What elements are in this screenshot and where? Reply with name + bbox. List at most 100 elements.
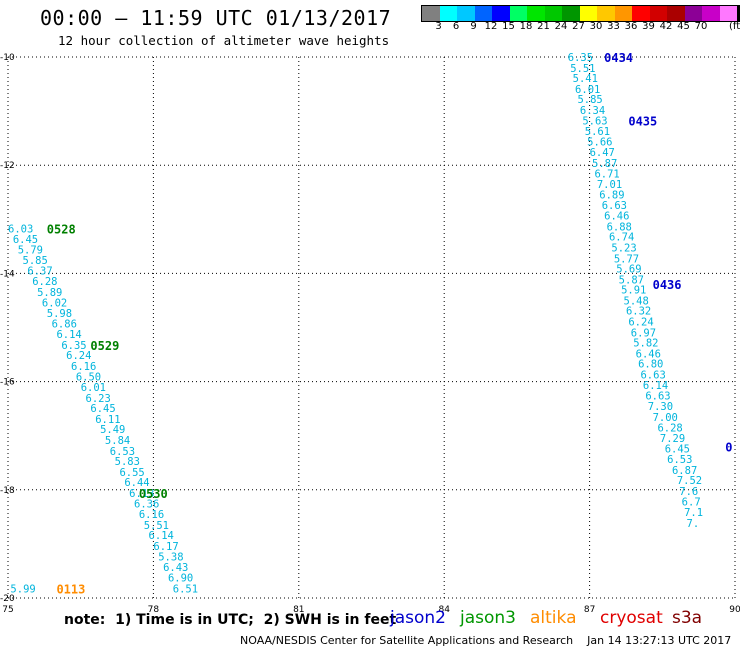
color-scale-tick-label: 18 <box>519 21 533 32</box>
wave-height-value: 5.51 <box>144 520 169 532</box>
wave-height-value: 7.30 <box>648 401 673 413</box>
color-swatch <box>649 6 667 21</box>
color-scale-bar <box>421 5 740 22</box>
wave-height-value: 5.23 <box>611 242 636 254</box>
wave-height-value: 6.14 <box>56 329 81 341</box>
pass-time-label: 0435 <box>628 114 657 128</box>
color-swatch <box>579 6 597 21</box>
wave-height-value: 6.86 <box>52 319 77 331</box>
wave-height-value: 6.44 <box>124 477 149 489</box>
wave-height-value: 6.23 <box>86 393 111 405</box>
color-swatch <box>474 6 492 21</box>
y-tick-label: -12 <box>0 161 15 171</box>
wave-height-value: 6.37 <box>27 266 52 278</box>
wave-height-value: 6.28 <box>32 276 57 288</box>
wave-height-value: 6.87 <box>672 465 697 477</box>
wave-height-value: 5.98 <box>47 308 72 320</box>
pass-time-label: 0 <box>725 441 732 455</box>
wave-height-value: 6.71 <box>594 168 619 180</box>
color-swatch <box>684 6 702 21</box>
wave-height-value: 6.63 <box>645 391 670 403</box>
wave-height-value: 5.51 <box>570 63 595 75</box>
color-scale-tick-label: 9 <box>470 21 477 32</box>
wave-height-value: 5.49 <box>100 424 125 436</box>
pass-time-label: 0436 <box>653 278 682 292</box>
wave-height-value: 6.45 <box>90 403 115 415</box>
wave-height-value: 5.38 <box>158 551 183 563</box>
wave-height-value: 7.1 <box>684 507 703 519</box>
wave-height-value: 6.13 <box>129 488 154 500</box>
wave-height-value: 6.74 <box>609 232 634 244</box>
pass-time-label: 0113 <box>56 582 85 596</box>
wave-height-value: 7.6 <box>679 486 698 498</box>
color-swatch <box>457 6 475 21</box>
x-tick-label: 87 <box>584 605 595 615</box>
color-swatch <box>667 6 685 21</box>
wave-height-value: 7.00 <box>653 412 678 424</box>
satellite-legend-cryosat: cryosat <box>600 608 663 628</box>
satellite-legend-jason2: jason2 <box>390 608 446 628</box>
y-tick-label: -10 <box>0 53 15 63</box>
color-scale-tick-label: 36 <box>624 21 638 32</box>
wave-height-value: 5.61 <box>585 126 610 138</box>
wave-height-value: 6.11 <box>95 414 120 426</box>
wave-height-value: 6.45 <box>665 444 690 456</box>
footer-note: note: 1) Time is in UTC; 2) SWH is in fe… <box>64 612 397 628</box>
color-scale-tick-label: 42 <box>659 21 673 32</box>
wave-height-value: 6.45 <box>13 234 38 246</box>
wave-height-value: 6.16 <box>71 361 96 373</box>
color-swatch <box>544 6 562 21</box>
wave-height-value: 6.7 <box>682 497 701 509</box>
wave-height-value: 5.63 <box>582 115 607 127</box>
wave-height-value: 6.24 <box>66 350 91 362</box>
pass-time-label: 0530 <box>139 487 168 501</box>
color-scale-tick-label: 39 <box>642 21 655 32</box>
chart-title: 00:00 – 11:59 UTC 01/13/2017 <box>40 6 392 30</box>
y-tick-label: -18 <box>0 486 15 496</box>
wave-height-value: 6.16 <box>139 509 164 521</box>
wave-height-value: 6.50 <box>76 372 101 384</box>
wave-height-value: 6.14 <box>643 380 668 392</box>
color-scale-tick-label: 27 <box>572 21 585 32</box>
wave-height-value: 6.63 <box>640 370 665 382</box>
color-swatch <box>702 6 720 21</box>
chart-subtitle: 12 hour collection of altimeter wave hei… <box>58 33 390 48</box>
pass-time-label: 0529 <box>90 339 119 353</box>
wave-height-value: 6.97 <box>631 327 656 339</box>
wave-height-value: 5.66 <box>587 136 612 148</box>
wave-height-value: 7. <box>687 518 700 530</box>
wave-height-value: 6.02 <box>42 298 67 310</box>
wave-height-value: 5.85 <box>577 94 602 106</box>
wave-height-value: 6.46 <box>604 211 629 223</box>
y-tick-label: -14 <box>0 269 15 279</box>
wave-height-value: 6.03 <box>8 223 33 235</box>
wave-height-value: 6.17 <box>153 541 178 553</box>
y-tick-label: -16 <box>0 378 15 388</box>
wave-height-value: 5.69 <box>616 264 641 276</box>
color-swatch <box>562 6 580 21</box>
color-swatch <box>597 6 615 21</box>
color-scale-tick-label: 21 <box>537 21 550 32</box>
color-swatch <box>509 6 527 21</box>
x-tick-label: 90 <box>729 605 740 615</box>
wave-height-value: 5.91 <box>621 285 646 297</box>
wave-height-value: 6.14 <box>149 530 174 542</box>
wave-height-value: 6.43 <box>163 562 188 574</box>
color-swatch <box>632 6 650 21</box>
pass-time-label: 0434 <box>604 51 633 65</box>
color-scale-tick-label: 15 <box>502 21 515 32</box>
color-scale-tick-label: 70 <box>694 21 708 32</box>
wave-height-value: 6.36 <box>134 498 159 510</box>
wave-height-value: 6.46 <box>636 348 661 360</box>
wave-height-value: 6.80 <box>638 359 663 371</box>
wave-height-value: 6.55 <box>119 467 144 479</box>
color-scale-tick-label: 24 <box>554 21 568 32</box>
wave-height-value: 5.82 <box>633 338 658 350</box>
color-scale-unit: (ft) <box>729 21 740 32</box>
wave-height-value: 6.35 <box>61 340 86 352</box>
wave-height-value: 6.32 <box>626 306 651 318</box>
color-swatch <box>527 6 545 21</box>
wave-height-value: 6.34 <box>580 105 605 117</box>
color-scale-tick-label: 45 <box>677 21 690 32</box>
